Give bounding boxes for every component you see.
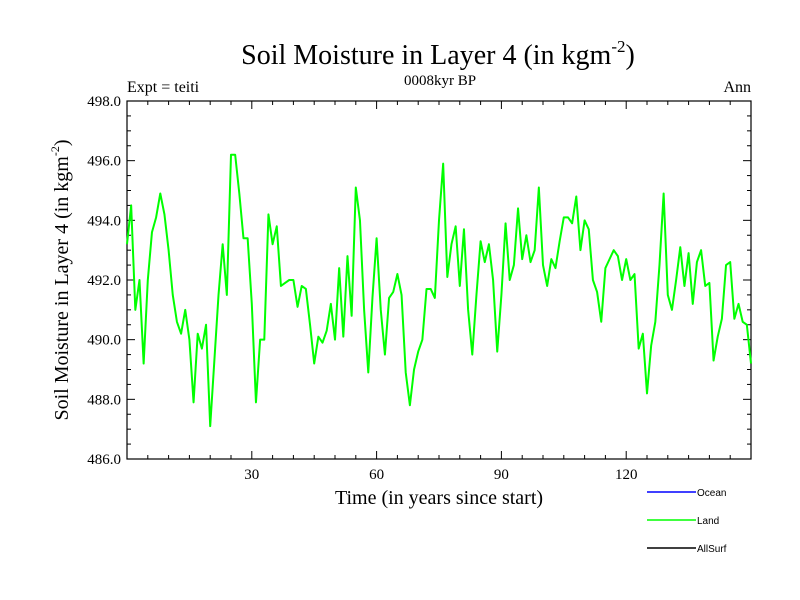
legend-label-land: Land [697,516,719,527]
legend-label-ocean: Ocean [697,488,726,499]
chart-title-exponent: -2 [611,37,625,56]
season-label: Ann [723,79,751,96]
x-tick-label: 60 [369,467,384,483]
series-line-land [126,153,752,428]
x-axis: 30 60 90 120 [147,101,731,483]
chart-title: Soil Moisture in Layer 4 (in kgm-2) [241,37,635,71]
x-tick-label: 30 [244,467,259,483]
x-tick-label: 90 [494,467,509,483]
x-tick-label: 120 [615,467,638,483]
legend-label-allsurf: AllSurf [697,544,727,555]
y-tick-label: 498.0 [87,94,121,110]
expt-label: Expt = teiti [127,79,200,96]
series-layer [126,153,752,428]
y-axis-label-exponent: -2 [48,146,62,156]
legend: Ocean Land AllSurf [647,488,727,555]
y-axis-label: Soil Moisture in Layer 4 (in kgm-2) [48,139,73,420]
y-tick-label: 496.0 [87,154,121,170]
y-tick-label: 492.0 [87,273,121,289]
y-tick-label: 488.0 [87,392,121,408]
subtitle: 0008kyr BP [404,73,476,89]
y-tick-label: 486.0 [87,452,121,468]
y-tick-label: 490.0 [87,333,121,349]
y-axis: 486.0 488.0 490.0 492.0 494.0 496.0 498.0 [87,94,751,468]
x-axis-label: Time (in years since start) [335,487,543,509]
y-axis-label-close: ) [51,139,73,146]
chart-title-close: ) [626,40,635,71]
y-tick-label: 494.0 [87,213,121,229]
